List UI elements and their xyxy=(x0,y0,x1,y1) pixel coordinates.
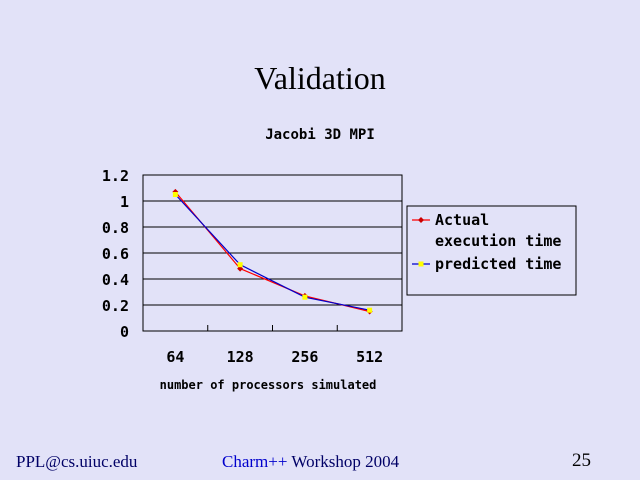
x-tick-label: 512 xyxy=(356,348,383,366)
y-tick-label: 0 xyxy=(120,323,129,341)
y-tick-label: 0.2 xyxy=(102,297,129,315)
footer-brand: Charm++ xyxy=(222,452,288,471)
footer-event: Charm++ Workshop 2004 xyxy=(222,452,399,472)
x-tick-label: 64 xyxy=(166,348,184,366)
data-point xyxy=(302,294,308,300)
data-point xyxy=(367,307,373,313)
x-tick-label: 256 xyxy=(291,348,318,366)
y-tick-label: 1 xyxy=(120,193,129,211)
legend-marker xyxy=(418,261,424,267)
data-point xyxy=(172,192,178,197)
legend-marker xyxy=(418,217,424,223)
x-axis-label: number of processors simulated xyxy=(160,378,377,392)
legend-label: Actual xyxy=(435,211,489,229)
chart-title: Jacobi 3D MPI xyxy=(265,127,375,143)
page-number: 25 xyxy=(572,450,591,471)
series-line-0 xyxy=(174,191,370,313)
data-point xyxy=(237,262,243,268)
y-tick-label: 0.8 xyxy=(102,219,129,237)
slide-title: Validation xyxy=(254,60,386,96)
legend-label: execution time xyxy=(435,232,561,250)
y-tick-label: 0.6 xyxy=(102,245,129,263)
legend-label: predicted time xyxy=(435,255,561,273)
x-tick-label: 128 xyxy=(227,348,254,366)
y-tick-label: 0.4 xyxy=(102,271,129,289)
y-tick-label: 1.2 xyxy=(102,167,129,185)
series-line-1 xyxy=(174,194,370,311)
footer-workshop: Workshop 2004 xyxy=(287,452,400,471)
footer-email: PPL@cs.uiuc.edu xyxy=(16,452,138,471)
legend-box xyxy=(406,205,577,296)
